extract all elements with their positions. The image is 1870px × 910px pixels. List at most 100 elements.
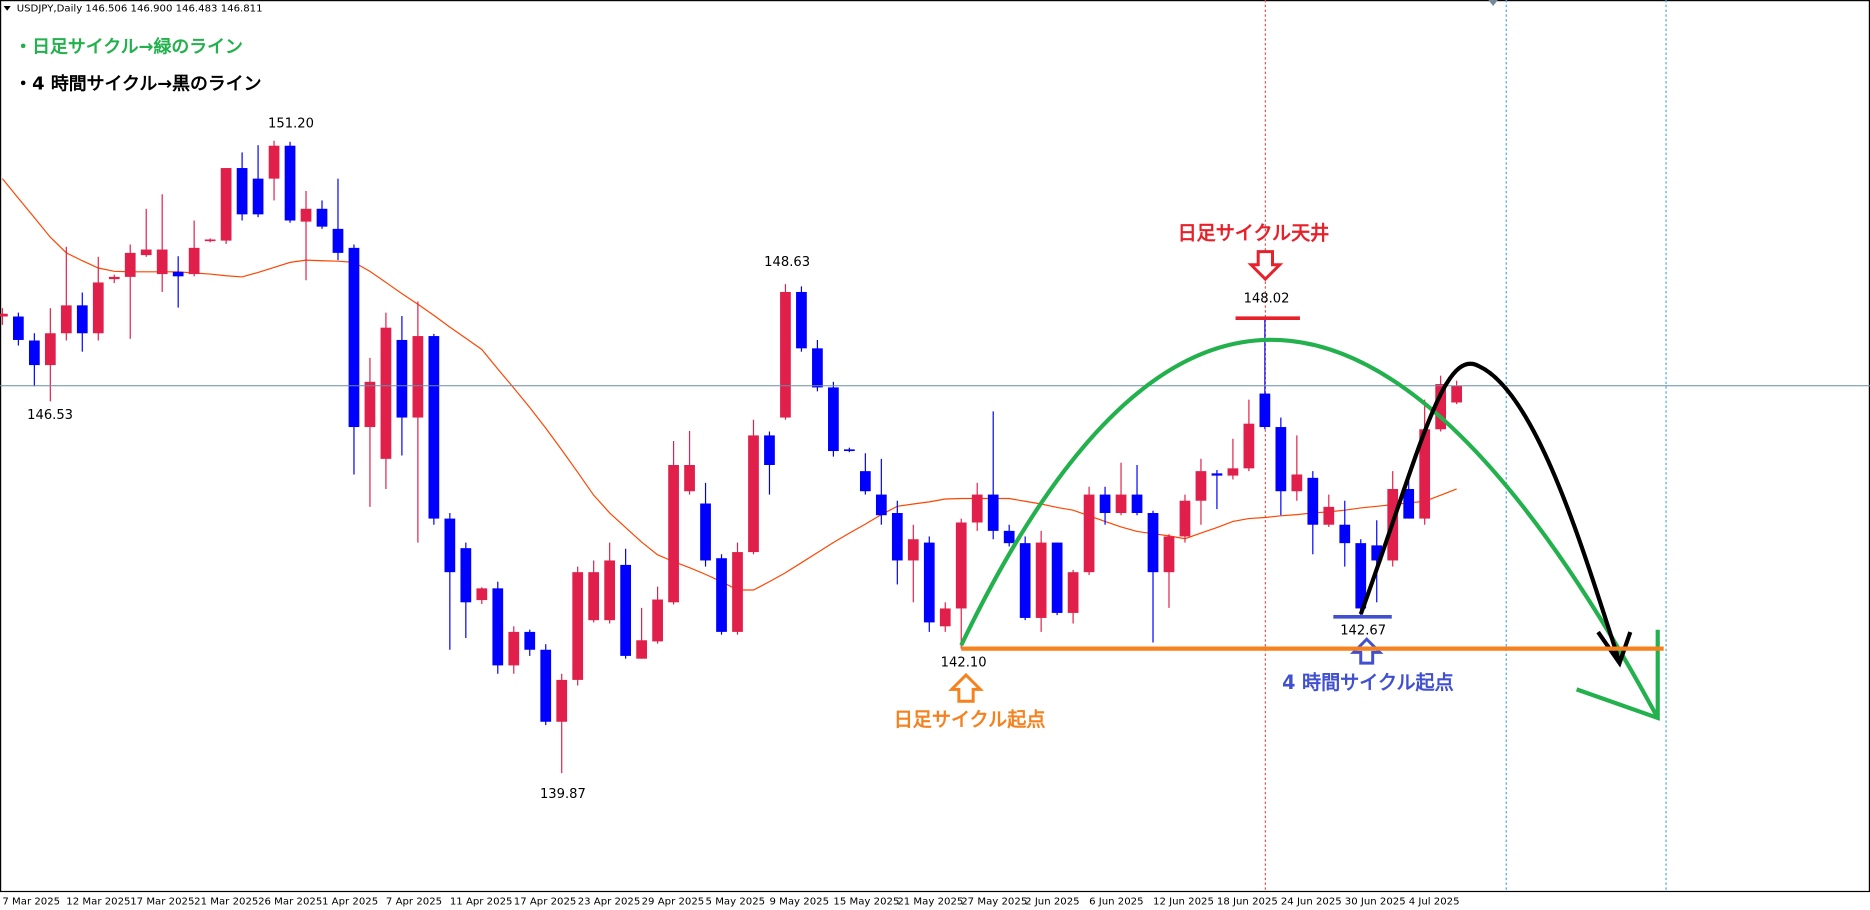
candle-body [28,340,40,366]
candle-body [1259,393,1271,428]
candle-body [987,494,999,531]
candle-body [1131,494,1143,514]
candle-body [780,291,791,418]
candle-body [508,631,520,666]
x-tick-label: 1 Apr 2025 [322,897,378,908]
x-tick-label: 29 Apr 2025 [642,897,705,908]
candle-body [939,608,951,627]
x-tick-label: 15 May 2025 [833,897,899,908]
annotation: 日足サイクル起点 [894,709,1046,731]
menu-triangle [3,5,11,11]
candle-body [1067,572,1079,613]
candle-body [764,435,775,465]
x-tick-label: 9 May 2025 [769,897,829,908]
candle-body [60,305,72,334]
candle-body [0,313,8,317]
candle-body [332,228,344,253]
x-tick-label: 7 Mar 2025 [2,897,60,908]
candle-body [1355,543,1367,609]
candle-body [108,276,120,280]
x-tick-label: 5 May 2025 [706,897,766,908]
candle-body [684,464,695,492]
candle-body [1243,423,1255,469]
candle-body [1083,494,1095,573]
overlay: ・日足サイクル→緑のライン ・4 時間サイクル→黒のライン 日足サイクル天井 日… [14,36,1664,731]
candle-body [1195,471,1207,501]
candle-body [476,588,488,601]
candle-body [540,649,552,722]
price-label: 151.20 [268,116,314,131]
candle-body [668,464,679,603]
candle-body [428,336,440,519]
candle-body [652,599,663,642]
candle-body [156,249,168,275]
price-label: 142.10 [941,655,987,670]
candle-body [844,449,855,452]
x-tick-label: 2 Jun 2025 [1025,897,1079,908]
candle-body [588,572,600,621]
x-tick-label: 30 Jun 2025 [1345,897,1406,908]
shift-marker [1488,0,1498,6]
candle-body [716,558,727,632]
x-tick-label: 17 Mar 2025 [130,897,194,908]
candle-body [380,327,392,459]
candle-body [412,336,424,418]
x-tick-label: 4 Jul 2025 [1409,897,1460,908]
candle-body [204,239,216,242]
candle-body [492,588,504,666]
x-tick-label: 21 May 2025 [897,897,963,908]
candle-body [188,247,200,275]
candle-body [44,333,56,366]
x-tick-label: 27 May 2025 [961,897,1027,908]
price-label: 139.87 [540,787,586,802]
candle-body [268,145,280,179]
candle-body [1019,543,1031,618]
candle-body [828,387,839,452]
candle-body [1179,500,1191,537]
candle-body [620,564,632,656]
x-tick-label: 11 Apr 2025 [450,897,513,908]
candle-body [604,560,616,621]
x-tick-label: 24 Jun 2025 [1281,897,1342,908]
candle-body [748,435,759,553]
candle-body [460,548,472,603]
candle-body [220,168,232,241]
candle-body [1419,429,1431,519]
candle-body [444,518,456,573]
candle-body [348,247,360,428]
x-tick-label: 26 Mar 2025 [258,897,322,908]
candle-body [1403,488,1415,519]
candle-body [92,282,104,334]
candle-body [364,381,376,428]
daily-cycle-curve [959,337,1660,719]
candle-body [732,552,743,632]
candle-body [300,208,312,222]
candle-body [572,572,584,680]
candle-body [891,513,903,561]
candle-body [1003,530,1015,544]
candle-body [172,271,184,277]
arrow-head [1596,630,1633,668]
candle-body [1371,545,1383,561]
candle-body [1435,384,1447,430]
candle-body [12,316,24,340]
x-tick-label: 21 Mar 2025 [194,897,258,908]
candle-body [1051,542,1063,613]
candle-body [636,640,647,659]
candle-body [556,679,568,722]
candle-body [923,542,935,623]
candle-body [971,494,983,523]
price-label: 148.02 [1244,292,1290,307]
candle-body [859,471,871,492]
candle-body [284,145,296,221]
candle-body [1323,506,1335,525]
candle-body [1275,427,1287,492]
x-tick-label: 18 Jun 2025 [1217,897,1278,908]
up-arrow [1350,637,1384,665]
candle-body [236,168,248,215]
x-tick-label: 6 Jun 2025 [1089,897,1143,908]
price-label: 148.63 [764,255,810,270]
